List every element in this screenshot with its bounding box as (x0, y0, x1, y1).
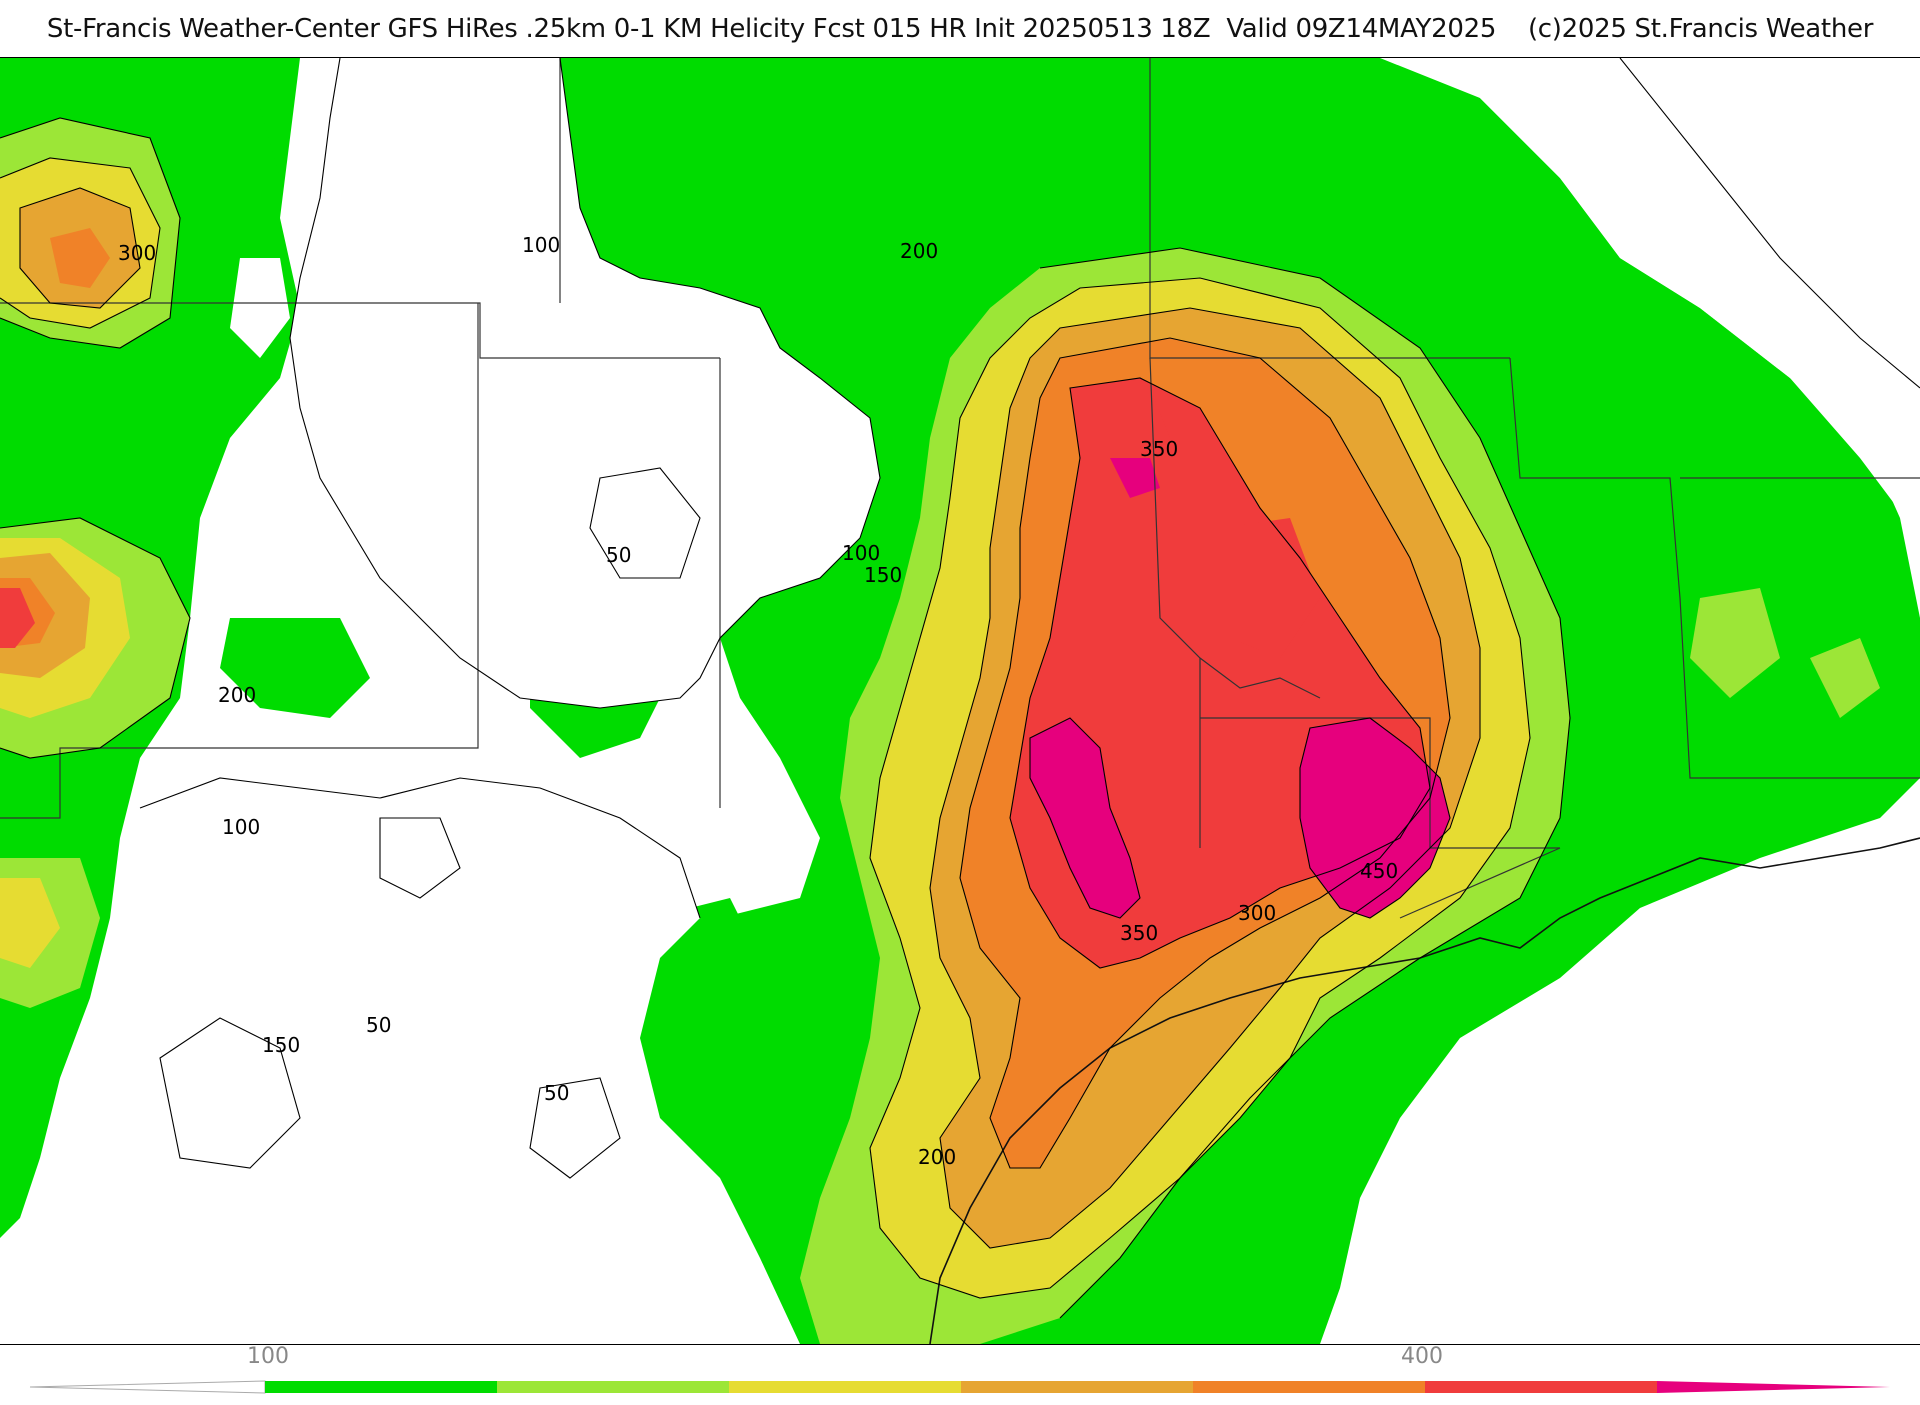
contour-label: 100 (522, 233, 560, 257)
contour-label: 350 (1120, 921, 1158, 945)
contour-label: 450 (1360, 859, 1398, 883)
state-borders (0, 58, 1920, 919)
contour-label: 200 (218, 683, 256, 707)
colorbar-segment-100 (265, 1381, 497, 1393)
contour-label: 200 (918, 1145, 956, 1169)
contour-label: 300 (118, 241, 156, 265)
contour-label: 300 (1238, 901, 1276, 925)
low-helicity-areas (100, 58, 1920, 1344)
colorbar-segment-250 (961, 1381, 1193, 1393)
contour-labels: 300 100 200 350 50 100 150 200 100 450 3… (118, 233, 1398, 1169)
contour-label: 100 (842, 541, 880, 565)
contour-label: 50 (606, 543, 631, 567)
colorbar-segment-150 (497, 1381, 729, 1393)
shade-400 (1030, 458, 1450, 918)
colorbar-segment-200 (729, 1381, 961, 1393)
helicity-map: 300 100 200 350 50 100 150 200 100 450 3… (0, 57, 1920, 1345)
colorbar-segment-350 (1425, 1381, 1657, 1393)
contour-label: 100 (222, 815, 260, 839)
colorbar-tick-100: 100 (247, 1344, 289, 1369)
contour-label: 150 (262, 1033, 300, 1057)
contour-label: 150 (864, 563, 902, 587)
colorbar-segment-300 (1193, 1381, 1425, 1393)
contour-label: 200 (900, 239, 938, 263)
map-title: St-Francis Weather-Center GFS HiRes .25k… (46, 14, 1874, 44)
colorbar-tick-400: 400 (1401, 1344, 1443, 1369)
colorbar (0, 1343, 1920, 1400)
contour-label: 50 (544, 1081, 569, 1105)
contour-label: 350 (1140, 437, 1178, 461)
colorbar-low-arrow (29, 1380, 266, 1394)
contour-label: 50 (366, 1013, 391, 1037)
colorbar-high-arrow (1657, 1381, 1890, 1393)
helicity-contours (0, 58, 1920, 1319)
